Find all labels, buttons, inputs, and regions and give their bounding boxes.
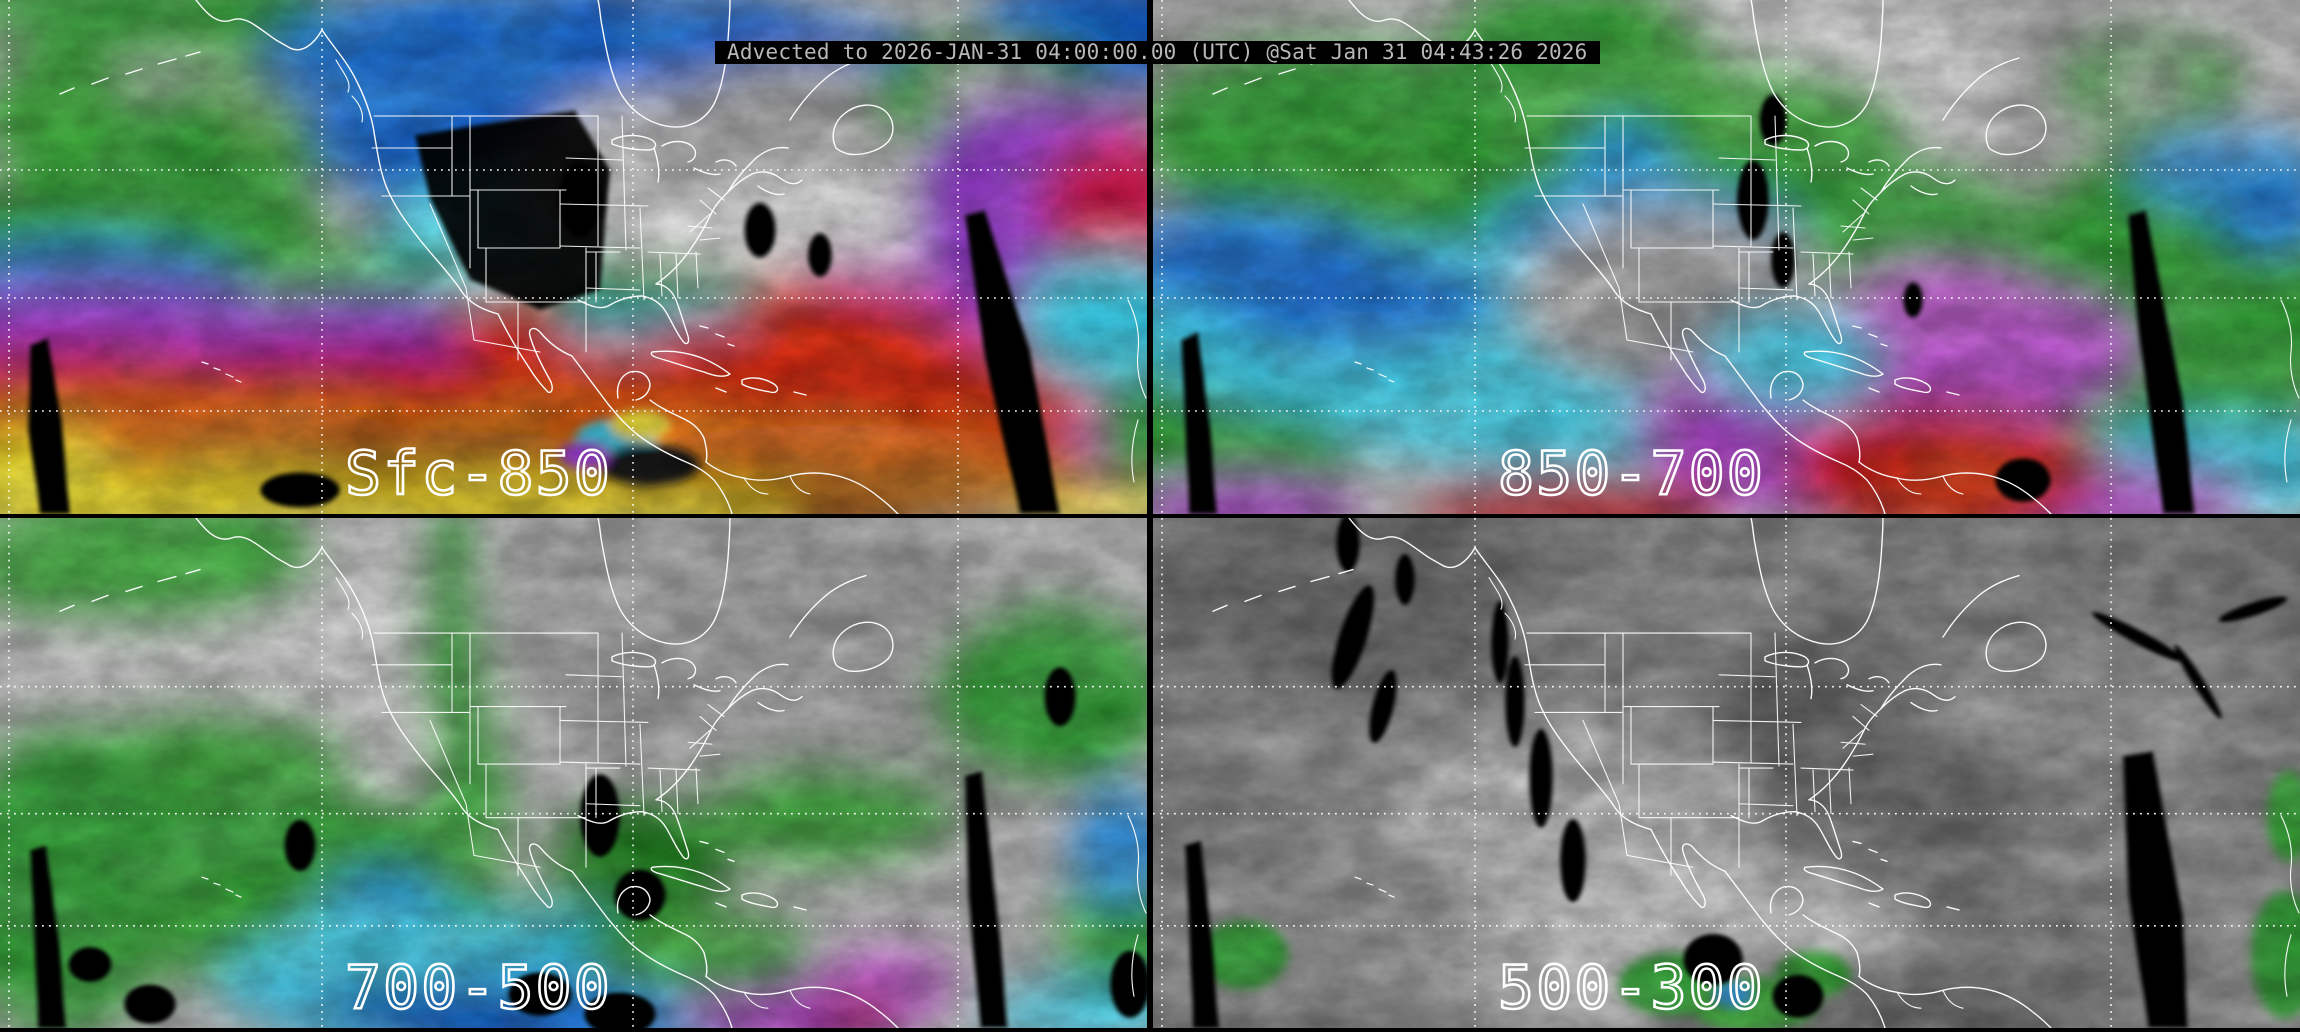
panel-image-700-500: 700-500 (0, 518, 1147, 1028)
panel-image-500-300: 500-300 (1153, 518, 2300, 1028)
panel-label: 500-300 (1498, 954, 1765, 1023)
panel-label: 850-700 (1498, 439, 1765, 509)
panel-label: 700-500 (345, 954, 612, 1023)
shadow-texture (0, 518, 1147, 1028)
advection-timestamp-banner: Advected to 2026-JAN-31 04:00:00.00 (UTC… (715, 41, 1600, 64)
shadow-texture (1153, 518, 2300, 1028)
panel-image-850-700: 850-700 (1153, 0, 2300, 514)
panel-700-500: 700-500 (0, 518, 1147, 1028)
panel-sfc-850: Sfc-850 (0, 0, 1147, 514)
panel-850-700: 850-700 (1153, 0, 2300, 514)
shadow-texture (0, 0, 1147, 514)
shadow-texture (1153, 0, 2300, 514)
panel-image-sfc-850: Sfc-850 (0, 0, 1147, 514)
panel-label: Sfc-850 (345, 439, 612, 509)
panel-500-300: 500-300 (1153, 518, 2300, 1028)
